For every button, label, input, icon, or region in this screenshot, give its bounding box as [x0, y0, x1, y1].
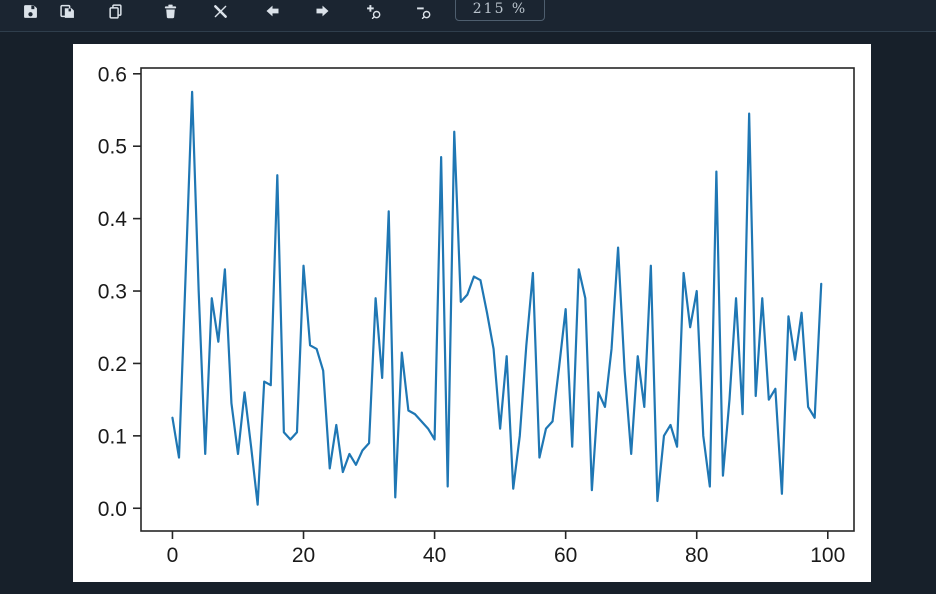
- line-chart: 0.0 0.1 0.2 0.3 0.4 0.5 0.6 0 20 40 60 80 100: [98, 63, 855, 567]
- y-tick-label: 0.2: [98, 353, 127, 376]
- save-all-button[interactable]: [57, 1, 77, 21]
- forward-button[interactable]: [312, 1, 332, 21]
- x-tick-label: 20: [292, 544, 315, 567]
- zoom-in-icon: [366, 4, 381, 19]
- y-tick-label: 0.1: [98, 425, 127, 448]
- delete-button[interactable]: [160, 1, 180, 21]
- zoom-in-button[interactable]: [363, 1, 383, 21]
- data-series-line: [171, 90, 823, 506]
- save-all-icon: [59, 4, 75, 19]
- clear-button[interactable]: [210, 1, 230, 21]
- zoom-out-icon: [416, 4, 431, 19]
- arrow-right-icon: [315, 4, 330, 18]
- zoom-out-button[interactable]: [413, 1, 433, 21]
- toolbar: 215 %: [0, 0, 936, 32]
- y-tick-label: 0.4: [98, 208, 128, 231]
- arrow-left-icon: [265, 4, 280, 18]
- y-tick-label: 0.3: [98, 281, 127, 304]
- y-tick-label: 0.5: [98, 136, 127, 159]
- back-button[interactable]: [262, 1, 282, 21]
- plot-figure: 0.0 0.1 0.2 0.3 0.4 0.5 0.6 0 20 40 60 80 100: [73, 44, 871, 582]
- zoom-level-value: 215 %: [472, 1, 528, 17]
- zoom-level-field[interactable]: 215 %: [455, 0, 545, 21]
- x-tick-label: 80: [685, 544, 708, 567]
- x-tick-label: 100: [810, 544, 845, 567]
- copy-button[interactable]: [105, 1, 125, 21]
- y-tick-label: 0.6: [98, 63, 127, 86]
- x-tick-label: 0: [167, 544, 179, 567]
- copy-icon: [108, 3, 123, 19]
- save-button[interactable]: [20, 1, 40, 21]
- y-tick-label: 0.0: [98, 498, 127, 521]
- trash-icon: [163, 4, 178, 19]
- save-icon: [23, 4, 38, 19]
- x-tick-label: 40: [423, 544, 446, 567]
- clear-cross-icon: [213, 4, 228, 19]
- x-tick-label: 60: [554, 544, 577, 567]
